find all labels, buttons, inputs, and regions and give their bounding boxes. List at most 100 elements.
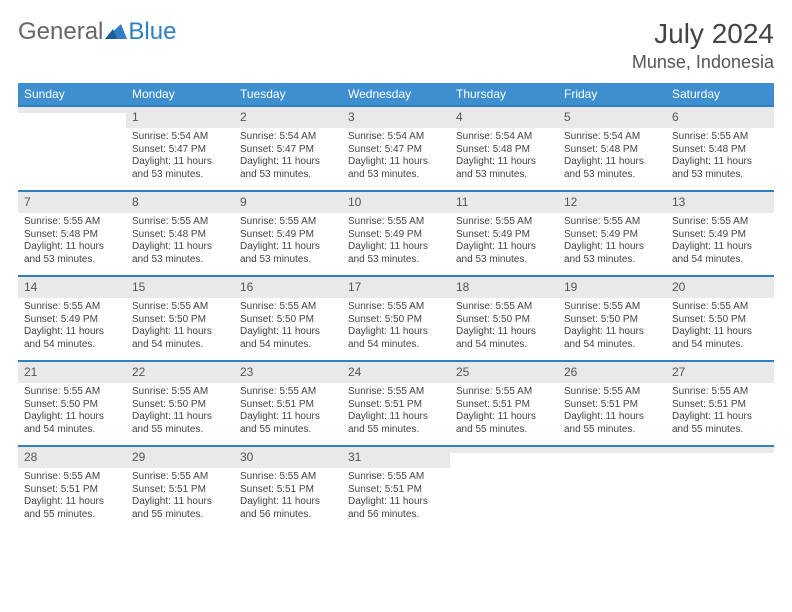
day-cell-body: Sunrise: 5:54 AMSunset: 5:47 PMDaylight:… [126, 128, 234, 191]
day-number: 28 [18, 447, 126, 468]
day-details: Sunrise: 5:55 AMSunset: 5:50 PMDaylight:… [126, 383, 234, 445]
day-details: Sunrise: 5:55 AMSunset: 5:49 PMDaylight:… [234, 213, 342, 275]
day-cell-header: 6 [666, 106, 774, 128]
day-cell-body [18, 128, 126, 191]
sunset-text: Sunset: 5:48 PM [24, 229, 120, 242]
daylight-text: Daylight: 11 hours and 53 minutes. [240, 241, 336, 266]
weekday-header: Wednesday [342, 83, 450, 106]
sunrise-text: Sunrise: 5:55 AM [672, 386, 768, 399]
sunset-text: Sunset: 5:50 PM [348, 314, 444, 327]
sunrise-text: Sunrise: 5:55 AM [348, 301, 444, 314]
day-number: 17 [342, 277, 450, 298]
daylight-text: Daylight: 11 hours and 55 minutes. [24, 496, 120, 521]
day-details: Sunrise: 5:55 AMSunset: 5:51 PMDaylight:… [234, 468, 342, 530]
day-cell-header: 30 [234, 446, 342, 468]
daylight-text: Daylight: 11 hours and 53 minutes. [456, 156, 552, 181]
day-cell-header: 13 [666, 191, 774, 213]
day-cell-body: Sunrise: 5:55 AMSunset: 5:49 PMDaylight:… [558, 213, 666, 276]
details-row: Sunrise: 5:55 AMSunset: 5:50 PMDaylight:… [18, 383, 774, 446]
day-cell-header [18, 106, 126, 128]
day-cell-body: Sunrise: 5:55 AMSunset: 5:49 PMDaylight:… [450, 213, 558, 276]
day-details [18, 128, 126, 190]
sunset-text: Sunset: 5:50 PM [132, 314, 228, 327]
brand-logo: General Blue [18, 18, 176, 46]
daylight-text: Daylight: 11 hours and 53 minutes. [456, 241, 552, 266]
sunset-text: Sunset: 5:51 PM [672, 399, 768, 412]
day-details [558, 468, 666, 530]
header: General Blue July 2024 Munse, Indonesia [18, 18, 774, 73]
sunrise-text: Sunrise: 5:54 AM [348, 131, 444, 144]
sunrise-text: Sunrise: 5:55 AM [132, 471, 228, 484]
sunrise-text: Sunrise: 5:55 AM [240, 301, 336, 314]
weekday-header: Sunday [18, 83, 126, 106]
day-cell-header: 3 [342, 106, 450, 128]
sunrise-text: Sunrise: 5:55 AM [456, 216, 552, 229]
day-cell-body: Sunrise: 5:55 AMSunset: 5:51 PMDaylight:… [558, 383, 666, 446]
day-cell-body: Sunrise: 5:55 AMSunset: 5:49 PMDaylight:… [342, 213, 450, 276]
weekday-header: Thursday [450, 83, 558, 106]
day-cell-header: 17 [342, 276, 450, 298]
daylight-text: Daylight: 11 hours and 55 minutes. [132, 496, 228, 521]
daylight-text: Daylight: 11 hours and 53 minutes. [132, 156, 228, 181]
daynum-row: 123456 [18, 106, 774, 128]
day-details: Sunrise: 5:55 AMSunset: 5:49 PMDaylight:… [342, 213, 450, 275]
daylight-text: Daylight: 11 hours and 55 minutes. [672, 411, 768, 436]
weekday-header: Monday [126, 83, 234, 106]
sunset-text: Sunset: 5:51 PM [240, 399, 336, 412]
daylight-text: Daylight: 11 hours and 54 minutes. [672, 241, 768, 266]
day-details [450, 468, 558, 530]
day-cell-header: 15 [126, 276, 234, 298]
daylight-text: Daylight: 11 hours and 54 minutes. [132, 326, 228, 351]
sunrise-text: Sunrise: 5:54 AM [456, 131, 552, 144]
sunrise-text: Sunrise: 5:55 AM [24, 216, 120, 229]
day-details: Sunrise: 5:55 AMSunset: 5:51 PMDaylight:… [342, 468, 450, 530]
daynum-row: 14151617181920 [18, 276, 774, 298]
sunrise-text: Sunrise: 5:55 AM [132, 301, 228, 314]
day-number [666, 447, 774, 453]
day-details [666, 468, 774, 530]
page-title: July 2024 [632, 18, 774, 50]
day-cell-body [450, 468, 558, 530]
day-cell-header: 27 [666, 361, 774, 383]
day-number: 2 [234, 107, 342, 128]
day-cell-header: 22 [126, 361, 234, 383]
sunset-text: Sunset: 5:49 PM [348, 229, 444, 242]
day-number: 11 [450, 192, 558, 213]
sunrise-text: Sunrise: 5:54 AM [564, 131, 660, 144]
day-number: 14 [18, 277, 126, 298]
day-cell-body: Sunrise: 5:54 AMSunset: 5:48 PMDaylight:… [558, 128, 666, 191]
day-cell-header: 5 [558, 106, 666, 128]
day-cell-header: 23 [234, 361, 342, 383]
location-label: Munse, Indonesia [632, 52, 774, 73]
sunset-text: Sunset: 5:47 PM [132, 144, 228, 157]
weekday-header: Friday [558, 83, 666, 106]
day-cell-body: Sunrise: 5:55 AMSunset: 5:48 PMDaylight:… [126, 213, 234, 276]
daylight-text: Daylight: 11 hours and 56 minutes. [348, 496, 444, 521]
daynum-row: 28293031 [18, 446, 774, 468]
day-cell-body: Sunrise: 5:55 AMSunset: 5:50 PMDaylight:… [126, 383, 234, 446]
sunrise-text: Sunrise: 5:55 AM [132, 386, 228, 399]
sunset-text: Sunset: 5:50 PM [24, 399, 120, 412]
day-details: Sunrise: 5:55 AMSunset: 5:51 PMDaylight:… [342, 383, 450, 445]
sunset-text: Sunset: 5:49 PM [672, 229, 768, 242]
sunset-text: Sunset: 5:51 PM [132, 484, 228, 497]
day-number: 1 [126, 107, 234, 128]
day-number: 7 [18, 192, 126, 213]
daylight-text: Daylight: 11 hours and 55 minutes. [240, 411, 336, 436]
day-details: Sunrise: 5:55 AMSunset: 5:49 PMDaylight:… [666, 213, 774, 275]
day-cell-header: 19 [558, 276, 666, 298]
day-number: 22 [126, 362, 234, 383]
day-details: Sunrise: 5:55 AMSunset: 5:51 PMDaylight:… [666, 383, 774, 445]
day-details: Sunrise: 5:55 AMSunset: 5:50 PMDaylight:… [18, 383, 126, 445]
sunset-text: Sunset: 5:50 PM [672, 314, 768, 327]
day-cell-body: Sunrise: 5:55 AMSunset: 5:51 PMDaylight:… [126, 468, 234, 530]
day-cell-header: 8 [126, 191, 234, 213]
sunrise-text: Sunrise: 5:55 AM [24, 386, 120, 399]
day-cell-header: 29 [126, 446, 234, 468]
details-row: Sunrise: 5:54 AMSunset: 5:47 PMDaylight:… [18, 128, 774, 191]
day-cell-body: Sunrise: 5:54 AMSunset: 5:47 PMDaylight:… [234, 128, 342, 191]
sunrise-text: Sunrise: 5:55 AM [240, 386, 336, 399]
daylight-text: Daylight: 11 hours and 53 minutes. [348, 241, 444, 266]
day-details: Sunrise: 5:54 AMSunset: 5:47 PMDaylight:… [234, 128, 342, 190]
day-cell-header: 26 [558, 361, 666, 383]
